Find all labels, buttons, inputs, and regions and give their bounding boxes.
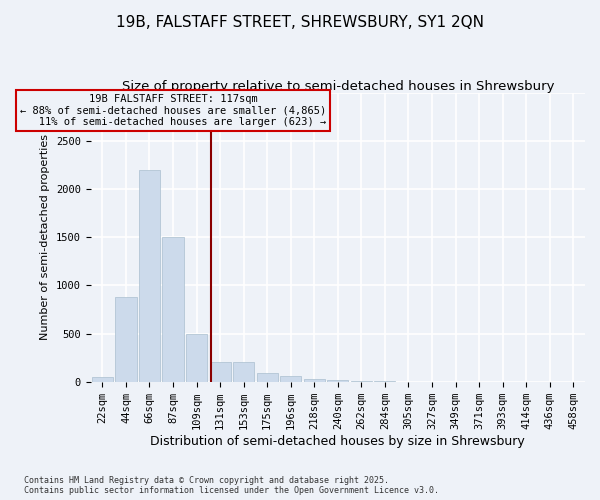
Title: Size of property relative to semi-detached houses in Shrewsbury: Size of property relative to semi-detach… <box>122 80 554 93</box>
Y-axis label: Number of semi-detached properties: Number of semi-detached properties <box>40 134 50 340</box>
Bar <box>304 379 325 382</box>
Text: Contains HM Land Registry data © Crown copyright and database right 2025.
Contai: Contains HM Land Registry data © Crown c… <box>24 476 439 495</box>
Bar <box>209 362 230 382</box>
Bar <box>257 373 278 382</box>
Bar <box>233 362 254 382</box>
Bar <box>280 376 301 382</box>
Bar <box>139 170 160 382</box>
Bar <box>163 238 184 382</box>
Bar <box>92 377 113 382</box>
Bar <box>327 380 349 382</box>
Text: 19B FALSTAFF STREET: 117sqm
← 88% of semi-detached houses are smaller (4,865)
  : 19B FALSTAFF STREET: 117sqm ← 88% of sem… <box>20 94 326 127</box>
X-axis label: Distribution of semi-detached houses by size in Shrewsbury: Distribution of semi-detached houses by … <box>151 434 525 448</box>
Bar <box>186 334 207 382</box>
Bar <box>115 297 137 382</box>
Text: 19B, FALSTAFF STREET, SHREWSBURY, SY1 2QN: 19B, FALSTAFF STREET, SHREWSBURY, SY1 2Q… <box>116 15 484 30</box>
